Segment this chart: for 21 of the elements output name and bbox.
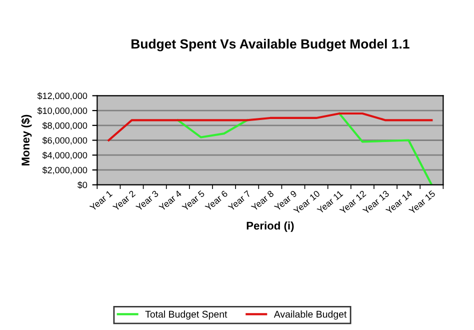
y-tick-label: $10,000,000 [37,107,88,115]
y-tick-label: $2,000,000 [42,166,88,174]
x-axis-title: Period (i) [246,221,294,232]
x-tick-label: Year 3 [135,190,159,212]
y-axis-title: Money ($) [21,114,32,166]
x-tick-label: Year 1 [89,190,113,212]
x-tick-label: Year 7 [228,190,252,212]
y-tick-label: $12,000,000 [37,92,88,100]
y-tick-label: $4,000,000 [42,152,88,160]
x-tick-label: Year 6 [204,190,228,212]
x-tick-label: Year 8 [250,190,274,212]
chart-title: Budget Spent Vs Available Budget Model 1.1 [132,38,410,52]
x-tick-label: Year 5 [182,190,205,212]
line-series [108,112,433,142]
y-tick-label: $8,000,000 [42,122,88,130]
y-tick-label: $6,000,000 [42,136,88,145]
legend-label: Available Budget [274,310,347,320]
legend-label: Total Budget Spent [145,310,228,320]
x-tick-label: Year 2 [112,190,136,212]
y-tick-label: $0 [78,181,88,189]
x-tick-label: Year 4 [158,190,182,212]
